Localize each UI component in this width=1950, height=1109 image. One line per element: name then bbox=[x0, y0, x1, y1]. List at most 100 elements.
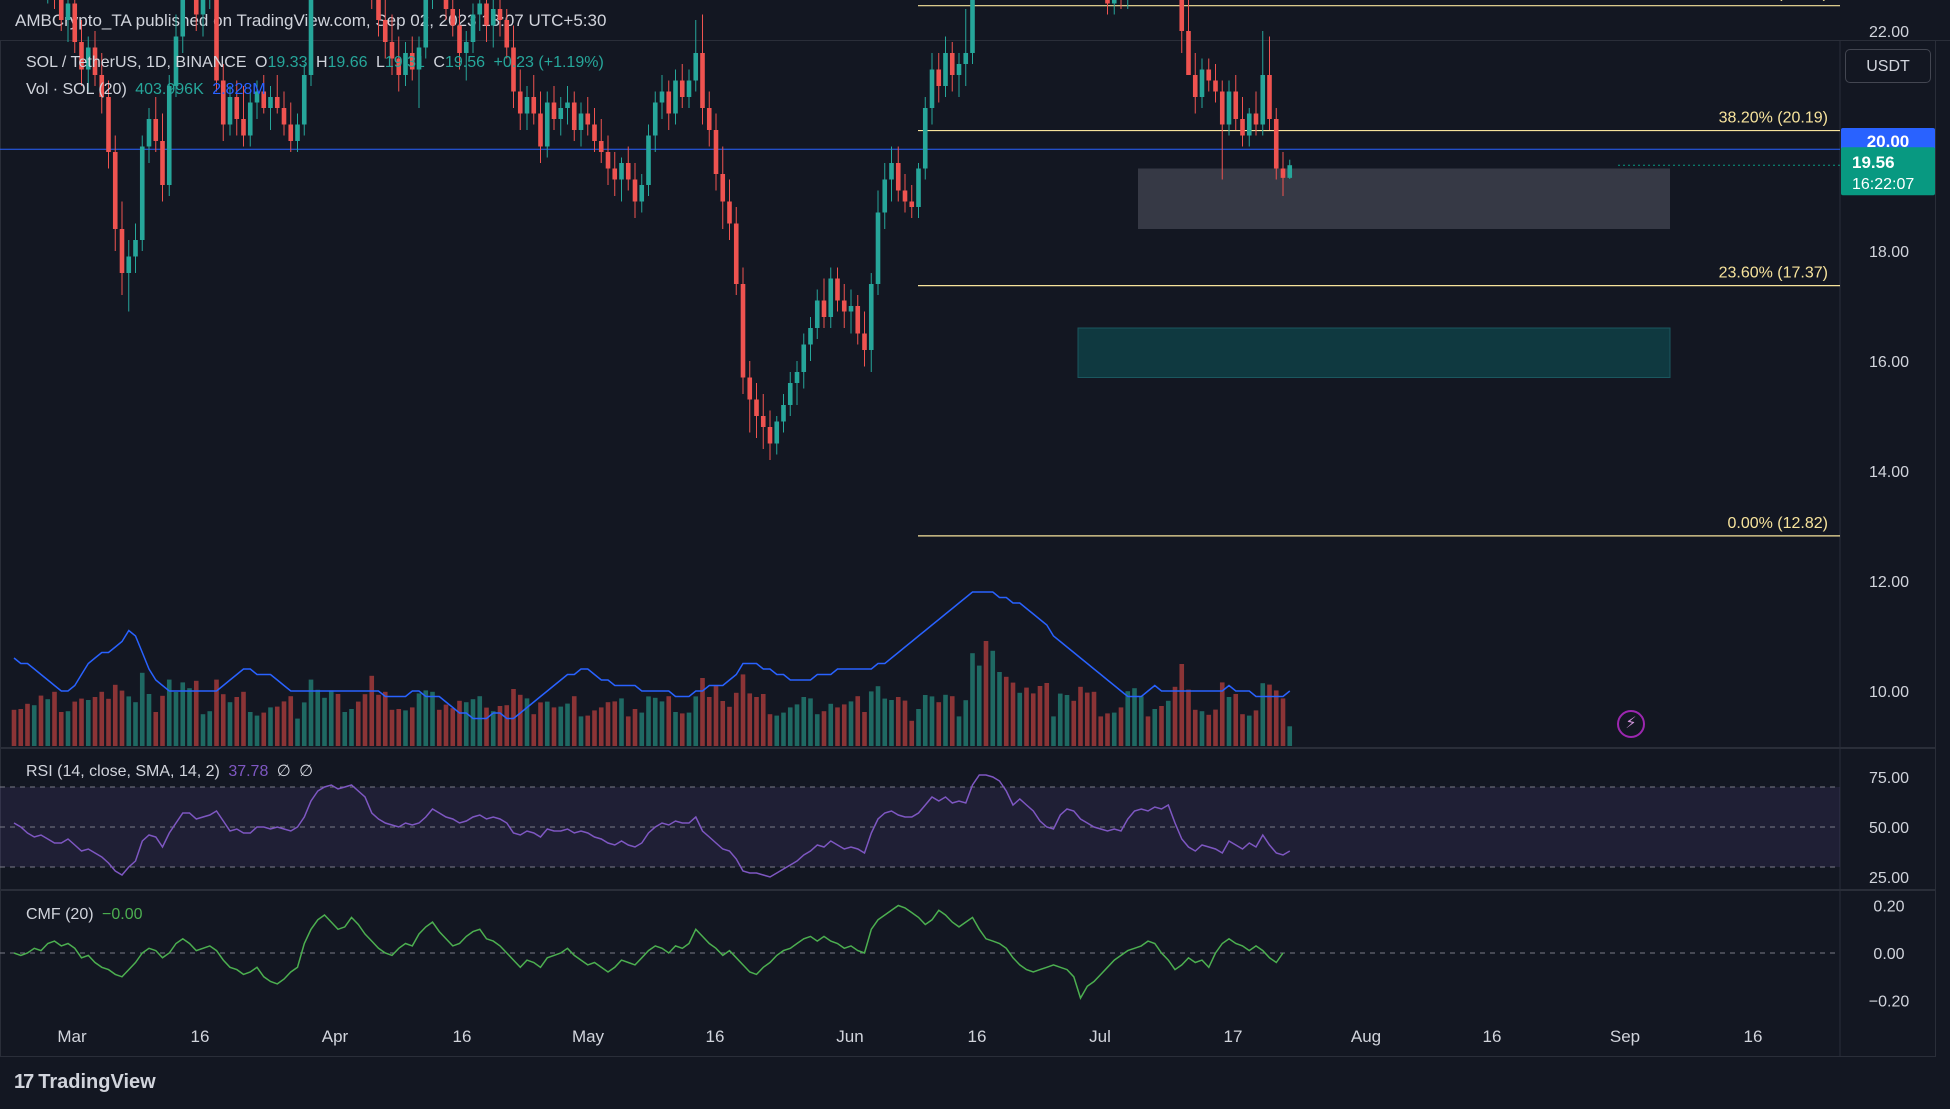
candle-body bbox=[821, 300, 827, 317]
candle bbox=[288, 102, 294, 152]
volume-bar bbox=[1037, 686, 1043, 746]
volume-title[interactable]: Vol · SOL (20) bbox=[26, 81, 127, 98]
candle-body bbox=[929, 69, 935, 108]
volume-bar bbox=[490, 711, 496, 746]
fib-level-label: 38.20% (20.19) bbox=[1719, 110, 1828, 127]
candle bbox=[200, 0, 206, 37]
volume-bar bbox=[58, 712, 64, 746]
candle-body bbox=[612, 168, 618, 180]
fib-level-label: 23.60% (17.37) bbox=[1719, 265, 1828, 282]
candle-body bbox=[126, 256, 132, 273]
volume-bar bbox=[592, 710, 597, 746]
volume-bar bbox=[639, 712, 645, 746]
symbol-label[interactable]: SOL / TetherUS, 1D, BINANCE bbox=[26, 54, 247, 71]
volume-bar bbox=[457, 700, 462, 746]
candle-body bbox=[1186, 31, 1191, 75]
price-tick-label: 16.00 bbox=[1869, 354, 1909, 371]
candle bbox=[1105, 0, 1110, 15]
candle bbox=[126, 240, 132, 312]
candle-body bbox=[1246, 113, 1252, 136]
horizontal-lines: 100.00% (32.11)61.80% (24.74)50.00% (22.… bbox=[0, 0, 1840, 537]
candle-body bbox=[652, 102, 658, 136]
time-tick-label: 16 bbox=[1744, 1027, 1763, 1046]
volume-bar bbox=[106, 698, 111, 746]
candle-body bbox=[598, 141, 604, 152]
volume-bar bbox=[511, 689, 516, 746]
cmf-title[interactable]: CMF (20) bbox=[26, 906, 94, 923]
candle bbox=[92, 31, 98, 86]
price-tick-label: 10.00 bbox=[1869, 684, 1909, 701]
candle-body bbox=[72, 3, 78, 42]
low-label: L bbox=[376, 54, 385, 71]
lightning-alert-icon[interactable]: ⚡ bbox=[1617, 710, 1645, 738]
volume-bar bbox=[1078, 686, 1083, 746]
price-label-text: 20.00 bbox=[1867, 132, 1910, 151]
candle bbox=[814, 289, 820, 339]
candle bbox=[781, 394, 786, 433]
candle-body bbox=[416, 47, 422, 70]
volume-bar bbox=[153, 712, 159, 746]
volume-bar bbox=[760, 694, 766, 746]
volume-bar bbox=[733, 692, 739, 746]
candle-body bbox=[160, 141, 165, 185]
volume-bar bbox=[916, 709, 921, 746]
candle-body bbox=[396, 58, 402, 75]
candle-body bbox=[261, 91, 267, 108]
volume-bar bbox=[18, 709, 24, 746]
price-tick-label: 12.00 bbox=[1869, 574, 1909, 591]
volume-bar bbox=[369, 675, 375, 746]
candle bbox=[477, 0, 483, 31]
volume-bar bbox=[234, 697, 240, 746]
volume-bar bbox=[146, 694, 152, 746]
volume-bar bbox=[173, 692, 179, 746]
candle-body bbox=[65, 3, 71, 20]
time-axis: Mar 16 Apr 16 May 16 Jun 16 Jul 17 Aug 16 Sep 16 bbox=[57, 1027, 1762, 1046]
candle-body bbox=[949, 53, 955, 75]
candle-body bbox=[58, 0, 64, 20]
candle bbox=[504, 9, 510, 59]
volume-bar bbox=[85, 700, 91, 746]
volume-bar bbox=[652, 697, 658, 746]
candle bbox=[1273, 108, 1279, 180]
candle bbox=[301, 64, 307, 136]
candle-body bbox=[288, 124, 294, 141]
candle-body bbox=[133, 240, 138, 257]
price-tick-label: 18.00 bbox=[1869, 244, 1909, 261]
rsi-title[interactable]: RSI (14, close, SMA, 14, 2) bbox=[26, 763, 220, 780]
candle bbox=[787, 372, 793, 416]
volume-bar bbox=[565, 703, 570, 746]
volume-bar bbox=[963, 700, 969, 746]
cmf-line bbox=[13, 904, 1284, 1000]
candle-body bbox=[963, 53, 969, 64]
candle bbox=[443, 0, 449, 20]
ohlc-legend: SOL / TetherUS, 1D, BINANCE O19.33 H19.6… bbox=[26, 54, 608, 72]
candle bbox=[47, 0, 49, 4]
candle-body bbox=[1111, 0, 1117, 4]
candle bbox=[936, 53, 942, 103]
volume-bar bbox=[342, 712, 348, 746]
volume-bar bbox=[706, 697, 712, 746]
candle-body bbox=[666, 91, 672, 114]
candle bbox=[247, 91, 253, 147]
volume-bar bbox=[1098, 716, 1104, 746]
candle-body bbox=[767, 427, 773, 444]
cmf-value: −0.00 bbox=[102, 906, 143, 923]
volume-bar bbox=[1287, 726, 1293, 746]
candle bbox=[376, 0, 381, 37]
tradingview-logo[interactable]: 17 TradingView bbox=[14, 1071, 156, 1094]
volume-legend: Vol · SOL (20) 403.996K 2.828M bbox=[26, 81, 270, 99]
candle-body bbox=[794, 372, 800, 383]
currency-button[interactable]: USDT bbox=[1845, 49, 1931, 83]
candle bbox=[855, 295, 861, 345]
volume-bar bbox=[389, 709, 395, 746]
volume-bar bbox=[423, 690, 429, 746]
volume-bar bbox=[1165, 700, 1171, 746]
candle-body bbox=[544, 102, 550, 147]
time-tick-label: Aug bbox=[1351, 1027, 1381, 1046]
candle bbox=[146, 108, 152, 163]
candle-body bbox=[895, 163, 901, 191]
candle-body bbox=[747, 377, 753, 400]
candle-body bbox=[585, 113, 591, 125]
price-tick-label: 22.00 bbox=[1869, 24, 1909, 41]
